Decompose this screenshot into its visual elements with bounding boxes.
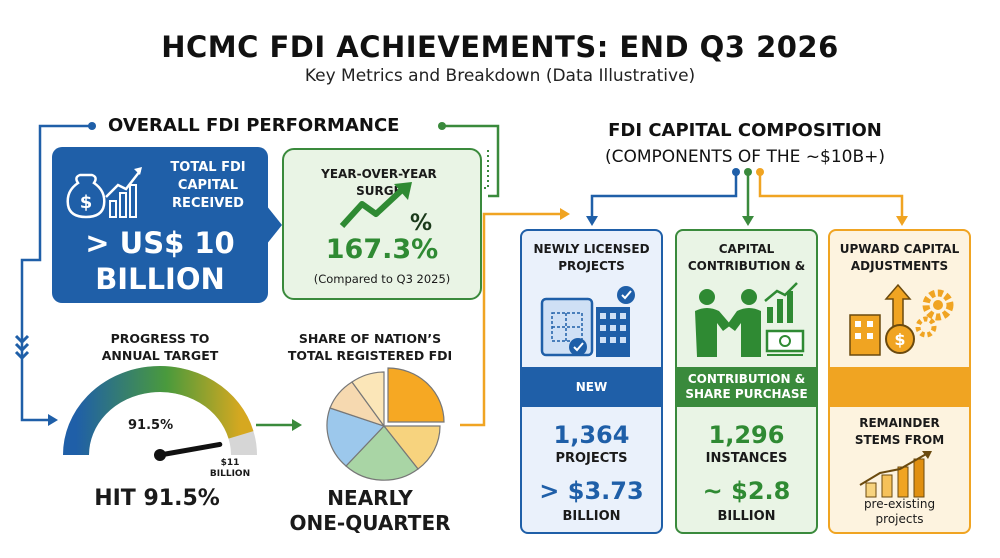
col3-head-2: ADJUSTMENTS xyxy=(850,259,949,273)
capital-contribution-column: CAPITAL CONTRIBUTION & CONTRIBUTION & SH… xyxy=(675,229,818,534)
total-fdi-label-3: RECEIVED xyxy=(172,196,244,211)
col3-head-1: UPWARD CAPITAL xyxy=(839,242,960,256)
upward-adjustments-column: UPWARD CAPITAL ADJUSTMENTS $ REMAINDER S… xyxy=(828,229,971,534)
composition-heading-1: FDI CAPITAL COMPOSITION xyxy=(608,120,882,141)
yoy-value: 167.3% xyxy=(325,234,439,265)
svg-text:$: $ xyxy=(894,330,905,349)
gauge-target-2: BILLION xyxy=(209,469,251,479)
gauge-target-1: $11 xyxy=(220,458,240,468)
col3-footer-2: projects xyxy=(875,512,924,526)
col2-band-2: SHARE PURCHASE xyxy=(685,387,808,401)
col2-amount-unit: BILLION xyxy=(717,509,776,524)
progress-label-1: PROGRESS TO xyxy=(110,331,210,346)
col3-note-1: REMAINDER xyxy=(859,416,940,430)
share-result-1: NEARLY xyxy=(327,486,413,510)
total-fdi-label-1: TOTAL FDI xyxy=(170,160,246,175)
total-fdi-label-2: CAPITAL xyxy=(177,178,239,193)
col2-amount: ~ $2.8 xyxy=(702,477,791,505)
share-pie xyxy=(326,367,445,481)
total-fdi-value-2: BILLION xyxy=(95,262,225,296)
col3-band xyxy=(830,367,969,407)
yoy-comparison: (Compared to Q3 2025) xyxy=(313,272,451,286)
col2-band-1: CONTRIBUTION & xyxy=(687,372,806,386)
total-fdi-card: $ TOTAL FDI CAPITAL RECEIVED > US$ 10 BI… xyxy=(52,147,268,303)
overall-heading: OVERALL FDI PERFORMANCE xyxy=(108,115,400,136)
col1-head-1: NEWLY LICENSED xyxy=(533,242,650,256)
page-subtitle: Key Metrics and Breakdown (Data Illustra… xyxy=(304,66,696,86)
yoy-card: YEAR-OVER-YEAR SURGE % 167.3% (Compared … xyxy=(282,148,482,300)
col2-count-unit: INSTANCES xyxy=(705,451,788,466)
handshake-money-icon xyxy=(695,282,805,357)
col2-head-1: CAPITAL xyxy=(718,242,775,256)
page-title: HCMC FDI ACHIEVEMENTS: END Q3 2026 xyxy=(161,30,839,64)
progress-gauge xyxy=(63,366,257,461)
growth-bars-icon xyxy=(859,451,932,498)
newly-licensed-column: NEWLY LICENSED PROJECTS NEW 1,364 PROJEC… xyxy=(520,229,663,534)
col1-count: 1,364 xyxy=(553,421,630,449)
col3-note-2: STEMS FROM xyxy=(854,433,945,447)
building-gear-growth-icon: $ xyxy=(849,283,954,356)
col1-count-unit: PROJECTS xyxy=(555,451,628,466)
gauge-value: 91.5% xyxy=(128,418,174,433)
col1-band: NEW xyxy=(522,367,661,407)
yoy-label-2: SURGE xyxy=(356,184,402,198)
share-result-2: ONE-QUARTER xyxy=(289,511,451,535)
share-label-2: TOTAL REGISTERED FDI xyxy=(287,348,453,363)
money-bag-growth-icon: $ xyxy=(66,167,142,219)
share-label-1: SHARE OF NATION’S xyxy=(298,331,442,346)
progress-label-2: ANNUAL TARGET xyxy=(101,348,219,363)
yoy-label-1: YEAR-OVER-YEAR xyxy=(321,167,437,181)
col1-amount: > $3.73 xyxy=(539,477,644,505)
blueprint-building-icon xyxy=(540,286,635,357)
total-fdi-value-1: > US$ 10 xyxy=(85,226,235,260)
card-pointer xyxy=(266,205,282,245)
col1-head-2: PROJECTS xyxy=(558,259,625,273)
svg-text:$: $ xyxy=(80,192,93,213)
svg-text:%: % xyxy=(410,211,432,236)
trend-arrow-percent-icon: % xyxy=(339,182,432,236)
col1-amount-unit: BILLION xyxy=(562,509,621,524)
col3-footer-1: pre-existing xyxy=(863,497,936,511)
progress-result: HIT 91.5% xyxy=(94,486,220,511)
composition-heading-2: (COMPONENTS OF THE ~$10B+) xyxy=(604,147,886,167)
col2-count: 1,296 xyxy=(708,421,785,449)
col2-head-2: CONTRIBUTION & xyxy=(687,259,806,273)
